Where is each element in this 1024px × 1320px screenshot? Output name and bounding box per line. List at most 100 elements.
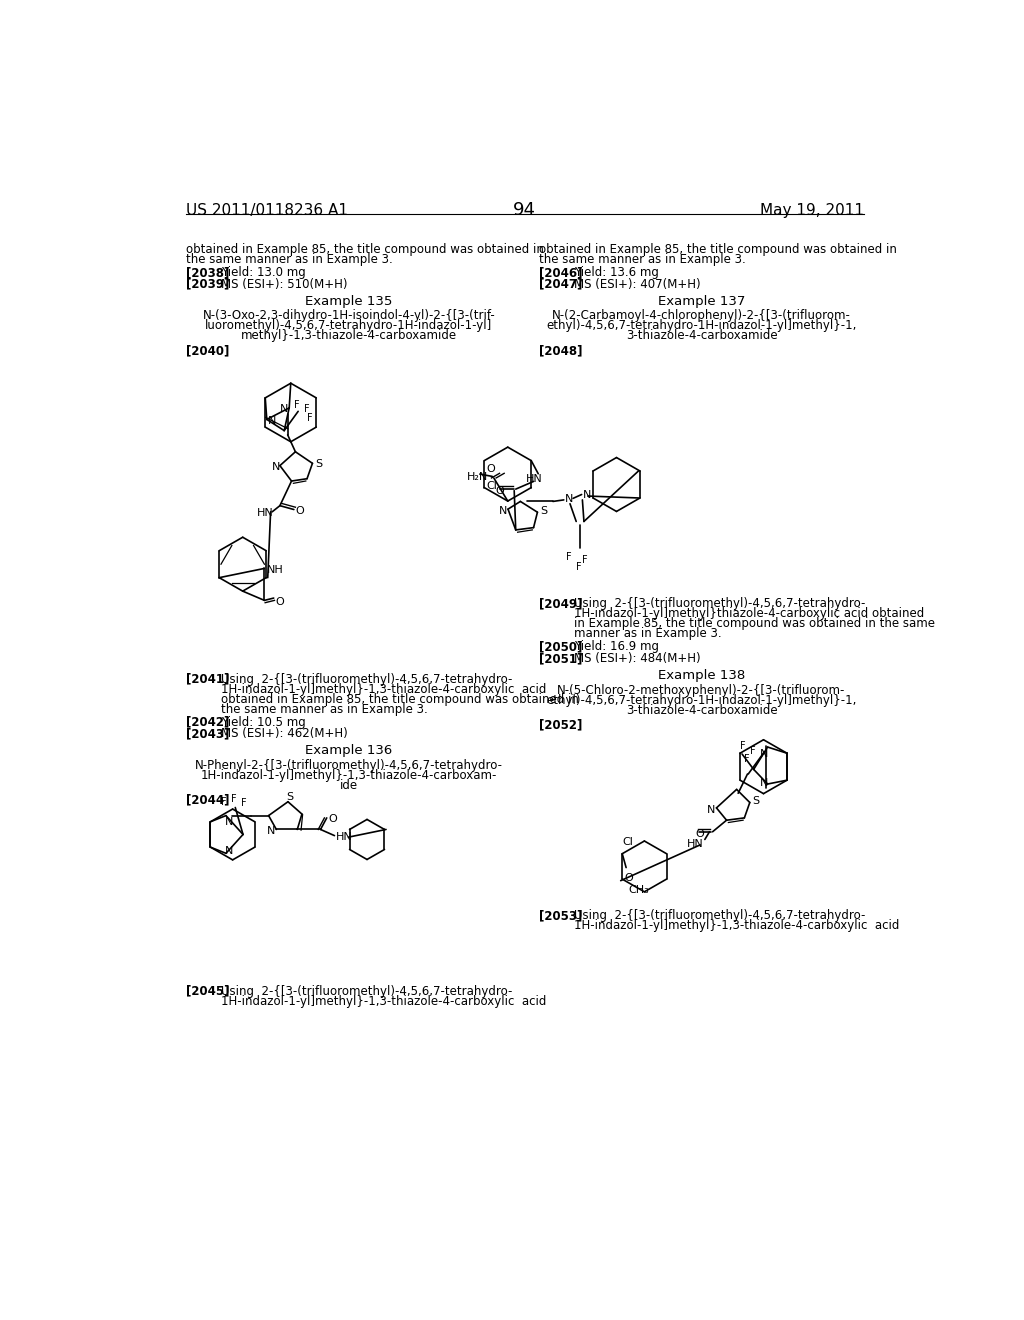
Text: F: F [304, 404, 310, 413]
Text: O: O [295, 506, 304, 516]
Text: Using  2-{[3-(trifluoromethyl)-4,5,6,7-tetrahydro-: Using 2-{[3-(trifluoromethyl)-4,5,6,7-te… [221, 673, 512, 686]
Text: 1H-indazol-1-yl]methyl}-1,3-thiazole-4-carboxam-: 1H-indazol-1-yl]methyl}-1,3-thiazole-4-c… [201, 770, 497, 781]
Text: HN: HN [687, 840, 703, 850]
Text: Yield: 13.6 mg: Yield: 13.6 mg [573, 267, 658, 280]
Text: Using  2-{[3-(trifluoromethyl)-4,5,6,7-tetrahydro-: Using 2-{[3-(trifluoromethyl)-4,5,6,7-te… [221, 985, 512, 998]
Text: [2038]: [2038] [186, 267, 229, 280]
Text: MS (ESI+): 510(M+H): MS (ESI+): 510(M+H) [221, 277, 347, 290]
Text: the same manner as in Example 3.: the same manner as in Example 3. [539, 253, 745, 267]
Text: manner as in Example 3.: manner as in Example 3. [573, 627, 721, 640]
Text: MS (ESI+): 462(M+H): MS (ESI+): 462(M+H) [221, 727, 348, 741]
Text: [2044]: [2044] [186, 793, 229, 807]
Text: N: N [760, 748, 768, 759]
Text: [2043]: [2043] [186, 727, 229, 741]
Text: F: F [582, 554, 587, 565]
Text: HN: HN [257, 508, 273, 517]
Text: obtained in Example 85, the title compound was obtained in: obtained in Example 85, the title compou… [539, 243, 897, 256]
Text: ide: ide [340, 779, 358, 792]
Text: [2042]: [2042] [186, 715, 229, 729]
Text: obtained in Example 85, the title compound was obtained in: obtained in Example 85, the title compou… [186, 243, 544, 256]
Text: [2052]: [2052] [539, 718, 582, 731]
Text: N: N [280, 404, 289, 414]
Text: [2051]: [2051] [539, 652, 582, 665]
Text: [2046]: [2046] [539, 267, 583, 280]
Text: Example 137: Example 137 [657, 296, 745, 309]
Text: Using  2-{[3-(trifluoromethyl)-4,5,6,7-tetrahydro-: Using 2-{[3-(trifluoromethyl)-4,5,6,7-te… [573, 909, 865, 923]
Text: [2053]: [2053] [539, 909, 582, 923]
Text: the same manner as in Example 3.: the same manner as in Example 3. [186, 253, 393, 267]
Text: N: N [499, 506, 507, 516]
Text: O: O [695, 829, 705, 840]
Text: [2049]: [2049] [539, 598, 583, 610]
Text: 1H-indazol-1-yl]methyl}thiazole-4-carboxylic acid obtained: 1H-indazol-1-yl]methyl}thiazole-4-carbox… [573, 607, 924, 620]
Text: HN: HN [336, 832, 353, 842]
Text: [2041]: [2041] [186, 673, 229, 686]
Text: O: O [486, 465, 495, 474]
Text: 1H-indazol-1-yl]methyl}-1,3-thiazole-4-carboxylic  acid: 1H-indazol-1-yl]methyl}-1,3-thiazole-4-c… [221, 995, 547, 1007]
Text: Using  2-{[3-(trifluoromethyl)-4,5,6,7-tetrahydro-: Using 2-{[3-(trifluoromethyl)-4,5,6,7-te… [573, 598, 865, 610]
Text: 94: 94 [513, 201, 537, 219]
Text: N: N [708, 805, 716, 814]
Text: N: N [564, 494, 573, 504]
Text: the same manner as in Example 3.: the same manner as in Example 3. [221, 702, 428, 715]
Text: O: O [329, 814, 337, 824]
Text: H₂N: H₂N [467, 471, 487, 482]
Text: F: F [307, 413, 313, 422]
Text: N: N [272, 462, 281, 471]
Text: S: S [540, 506, 547, 516]
Text: [2048]: [2048] [539, 345, 583, 358]
Text: May 19, 2011: May 19, 2011 [760, 203, 864, 218]
Text: [2040]: [2040] [186, 345, 229, 358]
Text: F: F [743, 754, 750, 764]
Text: [2047]: [2047] [539, 277, 582, 290]
Text: F: F [221, 797, 227, 807]
Text: in Example 85, the title compound was obtained in the same: in Example 85, the title compound was ob… [573, 618, 935, 631]
Text: Cl: Cl [486, 482, 498, 491]
Text: N: N [267, 826, 275, 837]
Text: F: F [577, 562, 582, 573]
Text: Yield: 16.9 mg: Yield: 16.9 mg [573, 640, 658, 653]
Text: O: O [625, 873, 633, 883]
Text: MS (ESI+): 484(M+H): MS (ESI+): 484(M+H) [573, 652, 700, 665]
Text: N-Phenyl-2-{[3-(trifluoromethyl)-4,5,6,7-tetrahydro-: N-Phenyl-2-{[3-(trifluoromethyl)-4,5,6,7… [195, 759, 503, 772]
Text: 1H-indazol-1-yl]methyl}-1,3-thiazole-4-carboxylic  acid: 1H-indazol-1-yl]methyl}-1,3-thiazole-4-c… [221, 682, 547, 696]
Text: obtained in Example 85, the title compound was obtained in: obtained in Example 85, the title compou… [221, 693, 579, 706]
Text: 3-thiazole-4-carboxamide: 3-thiazole-4-carboxamide [626, 330, 777, 342]
Text: NH: NH [266, 565, 284, 574]
Text: ethyl)-4,5,6,7-tetrahydro-1H-indazol-1-yl]methyl}-1,: ethyl)-4,5,6,7-tetrahydro-1H-indazol-1-y… [547, 693, 857, 706]
Text: Example 136: Example 136 [305, 744, 392, 758]
Text: N: N [583, 490, 591, 500]
Text: F: F [242, 799, 247, 808]
Text: Example 135: Example 135 [305, 296, 392, 309]
Text: N: N [760, 777, 768, 788]
Text: luoromethyl)-4,5,6,7-tetrahydro-1H-indazol-1-yl]: luoromethyl)-4,5,6,7-tetrahydro-1H-indaz… [205, 319, 493, 333]
Text: [2050]: [2050] [539, 640, 582, 653]
Text: Cl: Cl [623, 837, 634, 847]
Text: Example 138: Example 138 [657, 669, 745, 682]
Text: N: N [224, 846, 232, 855]
Text: S: S [287, 792, 294, 803]
Text: N: N [268, 416, 276, 425]
Text: US 2011/0118236 A1: US 2011/0118236 A1 [186, 203, 348, 218]
Text: F: F [750, 746, 756, 756]
Text: N-(2-Carbamoyl-4-chlorophenyl)-2-{[3-(trifluorom-: N-(2-Carbamoyl-4-chlorophenyl)-2-{[3-(tr… [552, 309, 851, 322]
Text: ethyl)-4,5,6,7-tetrahydro-1H-indazol-1-yl]methyl}-1,: ethyl)-4,5,6,7-tetrahydro-1H-indazol-1-y… [547, 319, 857, 333]
Text: [2039]: [2039] [186, 277, 229, 290]
Text: methyl}-1,3-thiazole-4-carboxamide: methyl}-1,3-thiazole-4-carboxamide [241, 330, 457, 342]
Text: N-(3-Oxo-2,3-dihydro-1H-isoindol-4-yl)-2-{[3-(trif-: N-(3-Oxo-2,3-dihydro-1H-isoindol-4-yl)-2… [203, 309, 496, 322]
Text: 1H-indazol-1-yl]methyl}-1,3-thiazole-4-carboxylic  acid: 1H-indazol-1-yl]methyl}-1,3-thiazole-4-c… [573, 919, 899, 932]
Text: N: N [224, 817, 232, 828]
Text: 3-thiazole-4-carboxamide: 3-thiazole-4-carboxamide [626, 704, 777, 717]
Text: MS (ESI+): 407(M+H): MS (ESI+): 407(M+H) [573, 277, 700, 290]
Text: O: O [496, 486, 505, 496]
Text: F: F [294, 400, 300, 409]
Text: F: F [566, 552, 571, 562]
Text: S: S [314, 459, 322, 470]
Text: Yield: 10.5 mg: Yield: 10.5 mg [221, 715, 306, 729]
Text: HN: HN [525, 474, 543, 483]
Text: F: F [231, 793, 237, 804]
Text: N-(5-Chloro-2-methoxyphenyl)-2-{[3-(trifluorom-: N-(5-Chloro-2-methoxyphenyl)-2-{[3-(trif… [557, 684, 846, 697]
Text: Yield: 13.0 mg: Yield: 13.0 mg [221, 267, 306, 280]
Text: [2045]: [2045] [186, 985, 229, 998]
Text: F: F [740, 741, 746, 751]
